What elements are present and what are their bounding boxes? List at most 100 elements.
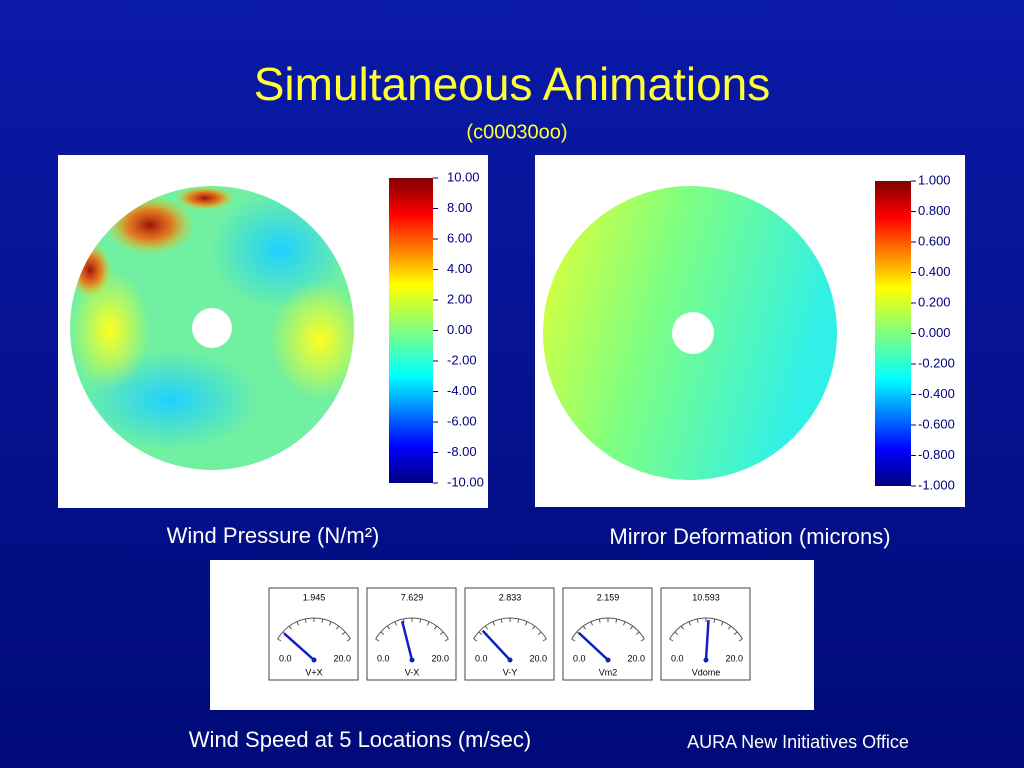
- gauge-tick: [386, 625, 391, 630]
- colorbar-label: -2.00: [447, 352, 477, 367]
- gauge-tick: [537, 631, 542, 635]
- gauge-hub: [409, 657, 415, 663]
- gauge-tick: [517, 618, 520, 623]
- footer: AURA New Initiatives Office: [687, 732, 909, 752]
- gauge-tick: [738, 638, 743, 642]
- gauge-tick: [277, 638, 282, 642]
- gauge-tick: [328, 621, 332, 626]
- gauge-tick: [296, 621, 300, 626]
- gauge-needle: [481, 629, 511, 661]
- gauge-name: V-X: [405, 667, 420, 677]
- caption: Wind Pressure (N/m²): [167, 523, 380, 548]
- gauge-tick: [640, 638, 645, 642]
- gauge-tick: [622, 621, 626, 626]
- gauge-tick: [394, 621, 398, 626]
- gauge-needle: [400, 620, 414, 661]
- gauge-max: 20.0: [431, 653, 449, 663]
- gauge-tick: [733, 631, 738, 635]
- colorbar-label: -0.800: [918, 447, 955, 462]
- disk-hole: [192, 308, 232, 348]
- gauge-max: 20.0: [725, 653, 743, 663]
- gauge-tick: [335, 625, 340, 630]
- gauge-tick: [375, 638, 380, 642]
- colorbar-label: 2.00: [447, 291, 472, 306]
- gauge-value: 2.159: [597, 592, 620, 602]
- colorbar: [389, 178, 433, 483]
- gauge-tick: [492, 621, 496, 626]
- colorbar-label: 0.000: [918, 325, 951, 340]
- gauge-tick: [439, 631, 444, 635]
- gauge-tick: [473, 638, 478, 642]
- gauge-needle: [283, 632, 315, 661]
- gauge-tick: [615, 618, 618, 623]
- caption: Wind Speed at 5 Locations (m/sec): [189, 727, 531, 752]
- gauge-tick: [629, 625, 634, 630]
- gauge-value: 2.833: [499, 592, 522, 602]
- colorbar-label: 10.00: [447, 169, 480, 184]
- colorbar-label: -8.00: [447, 444, 477, 459]
- colorbar-label: -10.00: [447, 474, 484, 489]
- gauge-tick: [444, 638, 449, 642]
- gauge-tick: [500, 618, 503, 623]
- subtitle: (c00030oo): [466, 121, 567, 143]
- colorbar-label: -0.400: [918, 386, 955, 401]
- colorbar-label: 0.600: [918, 233, 951, 248]
- gauge-min: 0.0: [377, 653, 390, 663]
- gauge-tick: [688, 621, 692, 626]
- gauge-tick: [635, 631, 640, 635]
- gauge-tick: [321, 618, 324, 623]
- gauge-tick: [484, 625, 489, 630]
- gauge-tick: [433, 625, 438, 630]
- gauge-needle: [704, 619, 710, 661]
- colorbar-label: 0.00: [447, 322, 472, 337]
- colorbar-label: 0.800: [918, 203, 951, 218]
- gauge-name: Vdome: [692, 667, 721, 677]
- colorbar-label: -0.600: [918, 416, 955, 431]
- gauge-tick: [713, 618, 716, 623]
- gauge-tick: [720, 621, 724, 626]
- gauge-needle: [577, 631, 609, 661]
- gauge-tick: [542, 638, 547, 642]
- gauge-tick: [590, 621, 594, 626]
- gauge-hub: [605, 657, 611, 663]
- colorbar-label: 6.00: [447, 230, 472, 245]
- colorbar-label: -0.200: [918, 355, 955, 370]
- gauge-min: 0.0: [671, 653, 684, 663]
- colorbar-label: 4.00: [447, 261, 472, 276]
- gauge-tick: [598, 618, 601, 623]
- gauge-tick: [402, 618, 405, 623]
- colorbar-label: 8.00: [447, 200, 472, 215]
- gauge-min: 0.0: [279, 653, 292, 663]
- gauge-value: 1.945: [303, 592, 326, 602]
- colorbar-label: 0.400: [918, 264, 951, 279]
- gauge-tick: [727, 625, 732, 630]
- gauge-max: 20.0: [627, 653, 645, 663]
- gauge-tick: [341, 631, 346, 635]
- gauge-tick: [680, 625, 685, 630]
- gauge-min: 0.0: [573, 653, 586, 663]
- colorbar: [875, 181, 911, 486]
- gauge-hub: [311, 657, 317, 663]
- colorbar-label: 1.000: [918, 172, 951, 187]
- gauge-min: 0.0: [475, 653, 488, 663]
- gauge-tick: [531, 625, 536, 630]
- gauge-name: V+X: [305, 667, 322, 677]
- gauge-tick: [304, 618, 307, 623]
- caption: Mirror Deformation (microns): [609, 524, 890, 549]
- gauge-value: 10.593: [692, 592, 720, 602]
- colorbar-label: 0.200: [918, 294, 951, 309]
- gauge-tick: [696, 618, 699, 623]
- gauge-name: Vm2: [599, 667, 618, 677]
- gauge-value: 7.629: [401, 592, 424, 602]
- colorbar-label: -6.00: [447, 413, 477, 428]
- gauge-tick: [524, 621, 528, 626]
- gauge-tick: [478, 631, 483, 635]
- gauge-tick: [426, 621, 430, 626]
- colorbar-label: -1.000: [918, 477, 955, 492]
- gauge-hub: [703, 657, 709, 663]
- disk-hole: [672, 312, 714, 354]
- gauge-tick: [380, 631, 385, 635]
- gauge-tick: [571, 638, 576, 642]
- gauge-max: 20.0: [529, 653, 547, 663]
